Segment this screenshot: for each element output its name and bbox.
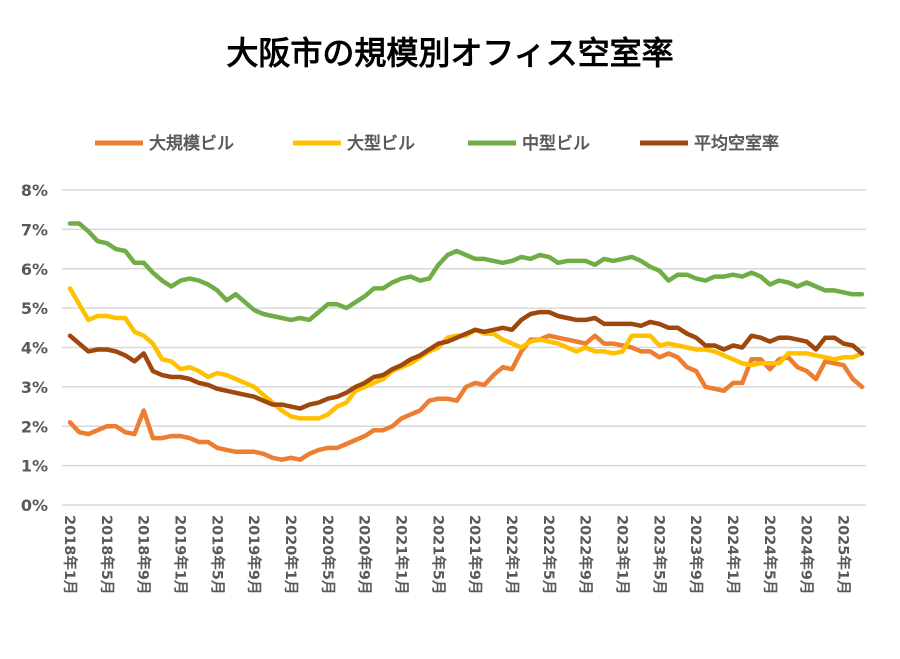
y-tick-label: 1% <box>21 457 48 476</box>
x-tick-label: 2022年1月 <box>503 515 521 594</box>
x-tick-label: 2022年9月 <box>577 515 595 594</box>
x-tick-label: 2020年1月 <box>282 515 300 594</box>
x-tick-label: 2018年5月 <box>98 515 116 594</box>
x-tick-label: 2019年9月 <box>245 515 263 594</box>
x-tick-label: 2023年5月 <box>650 515 668 594</box>
y-tick-label: 0% <box>21 496 48 515</box>
x-tick-label: 2024年1月 <box>724 515 742 594</box>
x-tick-label: 2019年5月 <box>208 515 226 594</box>
x-tick-label: 2024年5月 <box>761 515 779 594</box>
x-tick-label: 2018年9月 <box>135 515 153 594</box>
legend-label: 大規模ビル <box>149 133 234 154</box>
y-tick-label: 6% <box>21 260 48 279</box>
legend-label: 平均空室率 <box>694 133 779 154</box>
x-tick-label: 2020年5月 <box>319 515 337 594</box>
y-tick-label: 5% <box>21 299 48 318</box>
series-line-1 <box>67 333 865 462</box>
y-tick-label: 2% <box>21 417 48 436</box>
x-tick-label: 2021年5月 <box>429 515 447 594</box>
y-tick-label: 7% <box>21 220 48 239</box>
x-tick-label: 2024年9月 <box>798 515 816 594</box>
x-tick-label: 2019年1月 <box>172 515 190 594</box>
series-line-3 <box>67 221 865 323</box>
x-tick-label: 2020年9月 <box>356 515 374 594</box>
x-tick-label: 2018年1月 <box>61 515 79 594</box>
y-tick-label: 8% <box>21 181 48 200</box>
chart-title: 大阪市の規模別オフィス空室率 <box>226 34 674 72</box>
legend-label: 中型ビル <box>522 133 590 154</box>
y-tick-label: 3% <box>21 378 48 397</box>
y-tick-label: 4% <box>21 339 48 358</box>
series-line-4 <box>67 309 865 411</box>
x-tick-label: 2025年1月 <box>835 515 853 594</box>
x-tick-label: 2023年9月 <box>687 515 705 594</box>
x-tick-label: 2021年1月 <box>393 515 411 594</box>
x-tick-label: 2022年5月 <box>540 515 558 594</box>
x-tick-label: 2023年1月 <box>614 515 632 594</box>
x-tick-label: 2021年9月 <box>466 515 484 594</box>
legend-label: 大型ビル <box>347 133 415 154</box>
